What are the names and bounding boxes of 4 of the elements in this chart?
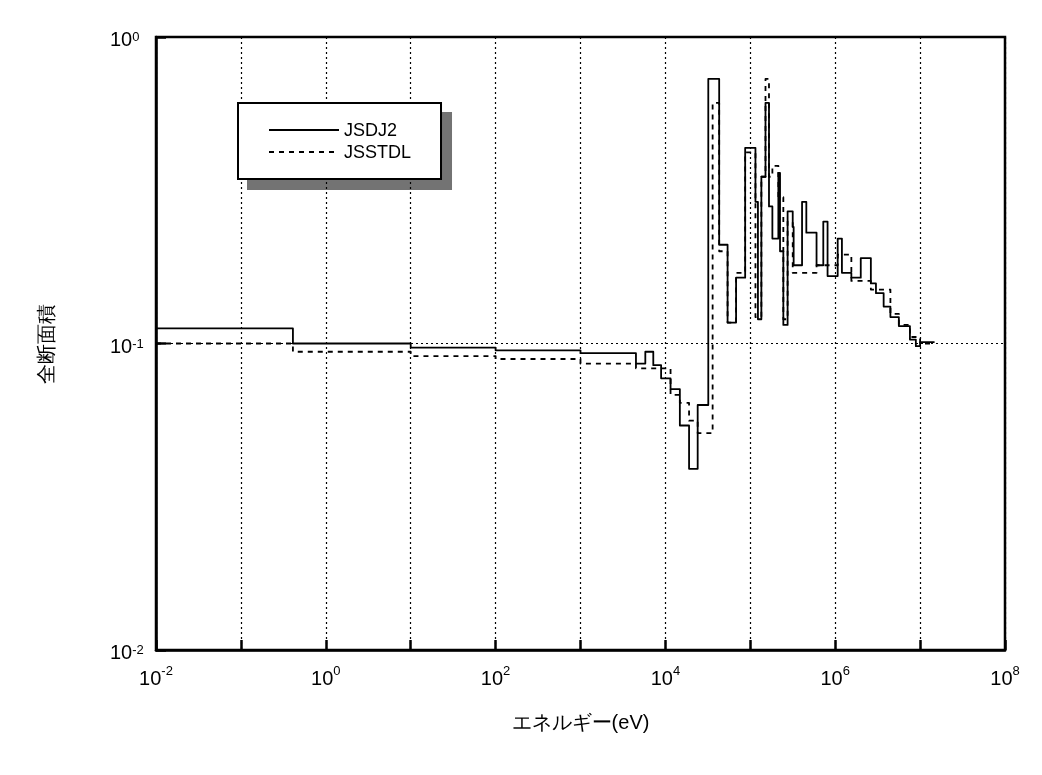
y-axis-title: 全断面積 — [35, 303, 57, 384]
legend-label: JSDJ2 — [344, 120, 398, 140]
x-axis-title: エネルギー(eV) — [511, 711, 650, 733]
legend-label: JSSTDL — [344, 142, 412, 162]
